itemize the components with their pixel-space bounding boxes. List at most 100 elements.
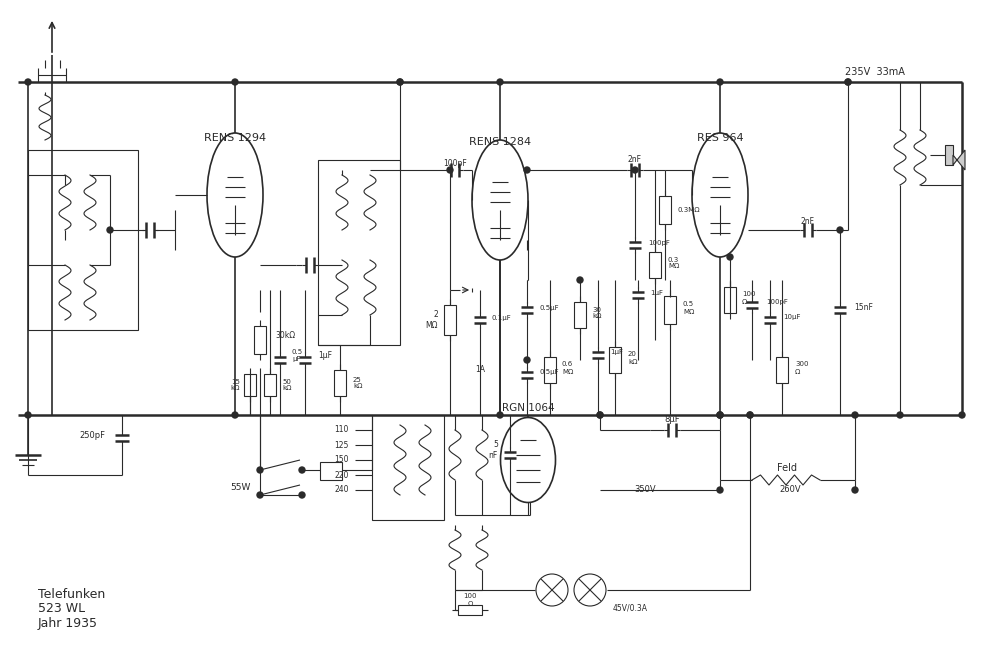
Text: 20
kΩ: 20 kΩ bbox=[628, 351, 637, 364]
Text: 2
MΩ: 2 MΩ bbox=[425, 310, 438, 330]
Text: 523 WL: 523 WL bbox=[38, 603, 85, 616]
Text: 8μF: 8μF bbox=[664, 415, 680, 424]
Circle shape bbox=[497, 412, 503, 418]
Circle shape bbox=[837, 227, 843, 233]
Circle shape bbox=[727, 254, 733, 260]
Circle shape bbox=[299, 492, 305, 498]
Bar bbox=[649, 252, 661, 278]
Circle shape bbox=[597, 412, 603, 418]
Text: RES 964: RES 964 bbox=[696, 133, 743, 143]
Bar bbox=[544, 357, 556, 383]
Bar bbox=[254, 326, 266, 354]
Bar bbox=[458, 605, 482, 615]
Bar bbox=[659, 196, 671, 224]
Circle shape bbox=[897, 412, 903, 418]
Circle shape bbox=[497, 79, 503, 85]
Circle shape bbox=[107, 227, 113, 233]
Text: 2nF: 2nF bbox=[628, 155, 642, 165]
Bar bbox=[334, 370, 346, 396]
Text: RGN 1064: RGN 1064 bbox=[502, 403, 554, 413]
Circle shape bbox=[717, 412, 723, 418]
Bar bbox=[444, 305, 456, 335]
Text: 250pF: 250pF bbox=[79, 430, 105, 439]
Circle shape bbox=[845, 79, 851, 85]
Circle shape bbox=[852, 412, 858, 418]
Text: RENS 1284: RENS 1284 bbox=[469, 137, 531, 147]
Bar bbox=[724, 287, 736, 313]
Text: RENS 1294: RENS 1294 bbox=[204, 133, 266, 143]
Text: 15nF: 15nF bbox=[854, 302, 873, 311]
Circle shape bbox=[299, 467, 305, 473]
Text: 100pF: 100pF bbox=[766, 299, 788, 305]
Text: 45V/0.3A: 45V/0.3A bbox=[613, 603, 647, 613]
Circle shape bbox=[25, 412, 31, 418]
Text: 100pF: 100pF bbox=[443, 159, 466, 168]
Text: 0.3MΩ: 0.3MΩ bbox=[678, 207, 700, 213]
Circle shape bbox=[747, 412, 753, 418]
Text: Telefunken: Telefunken bbox=[38, 588, 105, 601]
Text: 55W: 55W bbox=[230, 483, 250, 492]
Circle shape bbox=[397, 79, 403, 85]
Circle shape bbox=[257, 467, 263, 473]
Circle shape bbox=[747, 412, 753, 418]
Circle shape bbox=[577, 277, 583, 283]
Circle shape bbox=[524, 167, 530, 173]
Text: 150: 150 bbox=[335, 456, 349, 464]
Text: 350V: 350V bbox=[634, 485, 656, 494]
Text: 0.5μF: 0.5μF bbox=[540, 305, 560, 311]
Text: 30kΩ: 30kΩ bbox=[275, 330, 296, 340]
Text: 10μF: 10μF bbox=[783, 314, 800, 320]
Circle shape bbox=[597, 412, 603, 418]
Circle shape bbox=[717, 79, 723, 85]
Text: 5
nF: 5 nF bbox=[489, 440, 498, 460]
Text: 1μF: 1μF bbox=[650, 290, 663, 296]
Bar bbox=[945, 145, 953, 165]
Text: 30
kΩ: 30 kΩ bbox=[592, 306, 602, 319]
Text: 1μF: 1μF bbox=[610, 349, 623, 355]
Circle shape bbox=[232, 412, 238, 418]
Text: 0.6
MΩ: 0.6 MΩ bbox=[562, 362, 573, 375]
Circle shape bbox=[447, 167, 453, 173]
Bar bbox=[320, 462, 342, 480]
Text: 50
kΩ: 50 kΩ bbox=[282, 379, 292, 392]
Text: c: c bbox=[959, 411, 964, 419]
Text: 235V  33mA: 235V 33mA bbox=[845, 67, 904, 77]
Circle shape bbox=[257, 492, 263, 498]
Circle shape bbox=[717, 412, 723, 418]
Text: 25
kΩ: 25 kΩ bbox=[353, 377, 362, 389]
Polygon shape bbox=[953, 150, 965, 170]
Text: 300
Ω: 300 Ω bbox=[795, 362, 808, 375]
Text: 0.5μF: 0.5μF bbox=[540, 369, 560, 375]
Text: 1μF: 1μF bbox=[318, 351, 332, 360]
Text: 0.5
μF: 0.5 μF bbox=[292, 349, 303, 362]
Text: 0.3
MΩ: 0.3 MΩ bbox=[668, 257, 680, 270]
Text: 0.1μF: 0.1μF bbox=[492, 315, 512, 321]
Text: 260V: 260V bbox=[779, 485, 800, 494]
Circle shape bbox=[717, 487, 723, 493]
Circle shape bbox=[852, 487, 858, 493]
Text: Feld: Feld bbox=[777, 463, 797, 473]
Text: 125: 125 bbox=[335, 441, 349, 449]
Bar bbox=[776, 357, 788, 383]
Text: 100pF: 100pF bbox=[648, 240, 670, 246]
Bar bbox=[318, 160, 400, 345]
Circle shape bbox=[524, 357, 530, 363]
Text: 100
Ω: 100 Ω bbox=[742, 291, 755, 304]
Circle shape bbox=[632, 167, 638, 173]
Text: 1A: 1A bbox=[475, 366, 485, 375]
Text: 220: 220 bbox=[335, 471, 349, 479]
Bar bbox=[264, 374, 276, 396]
Text: 240: 240 bbox=[335, 485, 349, 494]
Bar bbox=[609, 347, 621, 373]
Bar bbox=[28, 150, 138, 330]
Circle shape bbox=[717, 412, 723, 418]
Bar bbox=[244, 374, 256, 396]
Bar bbox=[664, 296, 676, 324]
Text: 110: 110 bbox=[335, 426, 349, 434]
Text: 0.5
MΩ: 0.5 MΩ bbox=[683, 302, 694, 315]
Circle shape bbox=[845, 79, 851, 85]
Circle shape bbox=[232, 79, 238, 85]
Circle shape bbox=[959, 412, 965, 418]
Circle shape bbox=[25, 79, 31, 85]
Text: 100
Ω: 100 Ω bbox=[464, 594, 476, 607]
